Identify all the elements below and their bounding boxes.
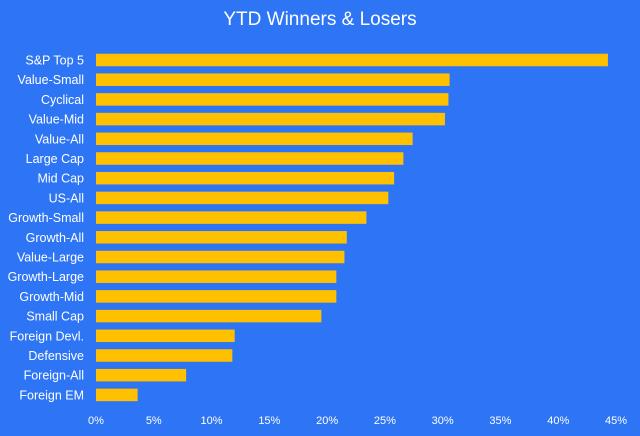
category-label: Mid Cap xyxy=(37,172,84,186)
x-tick-label: 5% xyxy=(146,415,162,427)
x-tick-label: 10% xyxy=(201,415,223,427)
x-tick-label: 20% xyxy=(316,415,338,427)
category-label: S&P Top 5 xyxy=(25,54,84,68)
bar xyxy=(96,250,345,264)
bar xyxy=(96,388,138,402)
x-tick-label: 45% xyxy=(605,415,627,427)
category-label: US-All xyxy=(49,191,84,205)
bar xyxy=(96,132,413,146)
category-label: Large Cap xyxy=(26,152,84,166)
bar xyxy=(96,231,347,244)
category-label: Foreign EM xyxy=(19,388,84,402)
bar xyxy=(96,329,235,343)
x-tick-label: 15% xyxy=(258,415,280,427)
x-tick-label: 25% xyxy=(374,415,396,427)
category-label: Defensive xyxy=(28,349,84,363)
bar xyxy=(96,349,233,362)
category-label: Foreign Devl. xyxy=(10,329,84,343)
category-label: Value-Small xyxy=(18,73,84,87)
bar xyxy=(96,211,367,224)
bar xyxy=(96,53,608,67)
bar xyxy=(96,171,395,185)
x-tick-label: 40% xyxy=(547,415,569,427)
category-label: Growth-Large xyxy=(8,270,84,284)
bar xyxy=(96,309,322,323)
x-tick-label: 0% xyxy=(88,415,104,427)
category-label: Growth-Small xyxy=(8,211,84,225)
bar xyxy=(96,290,337,303)
bar xyxy=(96,73,450,86)
x-tick-label: 35% xyxy=(489,415,511,427)
x-tick-label: 30% xyxy=(432,415,454,427)
bar xyxy=(96,270,337,283)
chart-title: YTD Winners & Losers xyxy=(223,9,417,30)
bar xyxy=(96,93,449,106)
category-label: Growth-All xyxy=(26,231,84,245)
category-label: Cyclical xyxy=(41,93,84,107)
bar xyxy=(96,368,187,382)
category-label: Value-Mid xyxy=(29,113,84,127)
category-label: Value-Large xyxy=(17,251,84,265)
bar xyxy=(96,191,389,205)
category-label: Small Cap xyxy=(26,310,84,324)
category-label: Foreign-All xyxy=(24,369,84,383)
category-label: Growth-Mid xyxy=(19,290,84,304)
bar xyxy=(96,152,404,165)
category-label: Value-All xyxy=(35,132,84,146)
bar xyxy=(96,112,445,126)
